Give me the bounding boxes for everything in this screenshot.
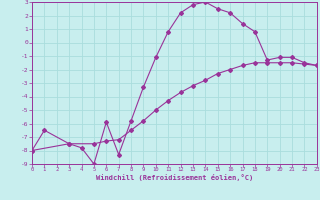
X-axis label: Windchill (Refroidissement éolien,°C): Windchill (Refroidissement éolien,°C) bbox=[96, 174, 253, 181]
